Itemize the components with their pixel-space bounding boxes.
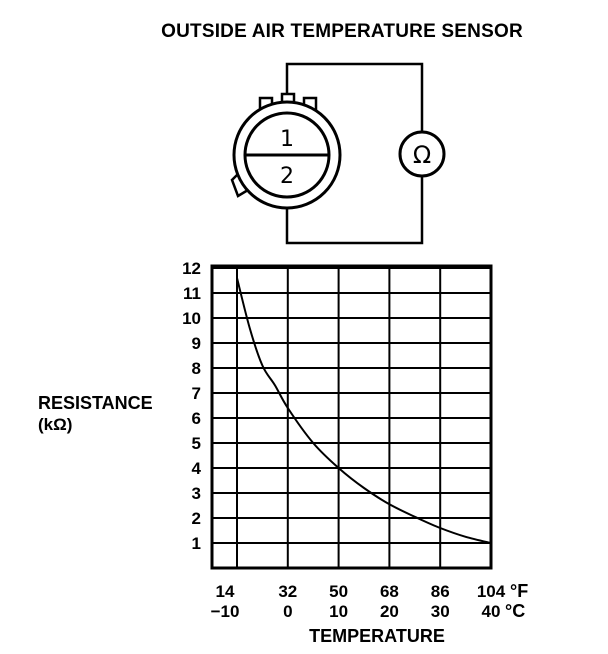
x-tick-label-f: 14 (216, 582, 235, 601)
x-tick-label-c: 20 (380, 602, 399, 621)
wiring (285, 62, 424, 245)
y-tick-label: 10 (182, 309, 201, 328)
x-tick-label-f: 68 (380, 582, 399, 601)
pin-2-label: 2 (280, 164, 294, 189)
x-tick-label-f: 86 (431, 582, 450, 601)
x-tick-label-c: 10 (329, 602, 348, 621)
x-tick-label-c: −10 (211, 602, 240, 621)
x-unit-fahrenheit: °F (510, 581, 528, 601)
y-tick-label: 12 (182, 259, 201, 278)
x-tick-labels: 14 32 50 68 86 104 −10 0 10 20 30 40 (211, 582, 506, 621)
x-tick-label-f: 104 (477, 582, 506, 601)
y-tick-label: 5 (192, 434, 201, 453)
y-axis-unit: (kΩ) (38, 415, 72, 434)
y-tick-label: 11 (183, 284, 201, 303)
connector-latch (230, 171, 249, 198)
y-tick-label: 7 (192, 384, 201, 403)
y-tick-label: 6 (192, 409, 201, 428)
y-tick-label: 2 (192, 509, 201, 528)
grid-lines (212, 266, 492, 568)
y-tick-label: 4 (192, 459, 202, 478)
y-tick-label: 8 (192, 359, 201, 378)
x-tick-label-f: 32 (278, 582, 297, 601)
y-axis-label: RESISTANCE (38, 393, 153, 413)
ohmmeter-icon: Ω (398, 130, 446, 178)
y-tick-label: 1 (192, 534, 201, 553)
wire-bottom (285, 176, 424, 245)
x-axis-label: TEMPERATURE (309, 626, 445, 646)
pin-1-label: 1 (280, 127, 294, 152)
y-tick-label: 3 (192, 484, 201, 503)
x-tick-label-c: 0 (283, 602, 292, 621)
x-tick-label-c: 30 (431, 602, 450, 621)
x-tick-label-f: 50 (329, 582, 348, 601)
resistance-curve (236, 277, 492, 544)
figure-title: OUTSIDE AIR TEMPERATURE SENSOR (161, 21, 523, 42)
sensor-connector: 1 2 (230, 92, 342, 210)
wire-top (285, 62, 424, 132)
y-tick-label: 9 (192, 334, 201, 353)
ohmmeter-symbol: Ω (413, 141, 431, 169)
x-tick-label-c: 40 (482, 602, 501, 621)
x-unit-celsius: °C (505, 601, 525, 621)
